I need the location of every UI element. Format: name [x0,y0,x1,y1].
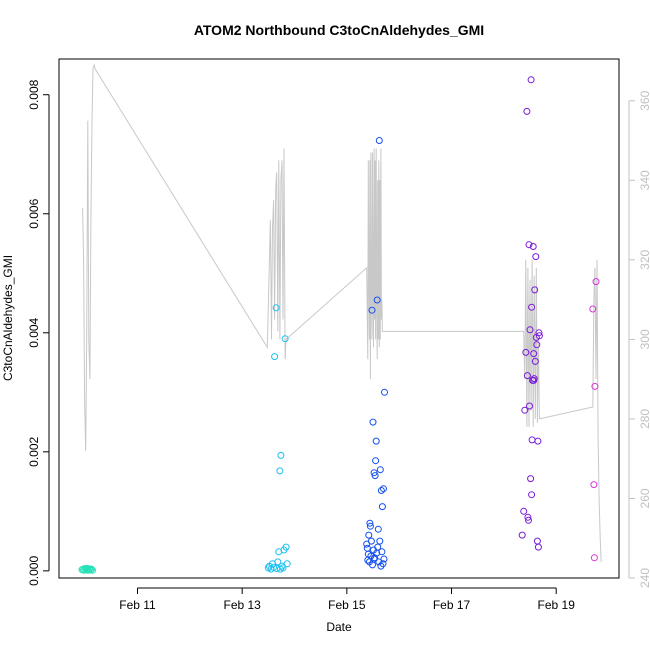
x-tick-label-4: Feb 19 [538,598,576,612]
data-point-s2-35 [370,469,378,477]
data-point-s2-15 [377,487,385,494]
y-tick-label-4: 0.008 [27,79,41,109]
y2-tick-label-0: 240 [638,568,650,588]
data-point-s1-17 [273,565,281,572]
axes-layer: Feb 11 Feb 13 Feb 15 Feb 17 Feb 19 0.000 0.002… [27,58,650,612]
data-point-s3-29 [526,402,533,410]
data-point-s2-33 [363,544,371,552]
data-point-s3-19 [532,253,540,261]
data-point-s2-9 [372,457,380,465]
data-point-s1-6 [272,304,280,312]
data-point-s2-6 [369,418,377,426]
data-point-s3-5 [523,372,531,380]
data-point-s2-11 [373,296,381,304]
data-point-s2-24 [374,543,382,551]
data-point-s2-31 [369,561,376,569]
x-tick-label-1: Feb 13 [223,598,261,612]
data-point-s1-7 [274,558,282,566]
data-point-s1-14 [281,335,289,343]
data-point-s3-6 [524,513,532,521]
y2-tick-label-3: 300 [638,329,650,349]
data-point-s3-8 [525,241,533,249]
chart-title: ATOM2 Northbound C3toCnAldehydes_GMI [194,22,484,38]
data-point-s3-23 [534,437,542,445]
data-point-s1-5 [271,353,279,361]
data-point-s3-28 [528,491,536,499]
x-tick-label-0: Feb 11 [119,598,156,612]
data-point-s4-4 [590,554,598,562]
data-point-s2-5 [368,306,376,314]
data-point-s2-28 [378,548,386,556]
data-point-s3-27 [527,475,535,483]
data-point-s2-25 [375,558,383,566]
x-tick-label-3: Feb 17 [433,598,471,612]
data-point-s4-3 [592,278,600,286]
y-tick-label-1: 0.002 [27,436,41,466]
data-point-s1-10 [277,451,285,459]
data-point-s2-16 [378,503,386,511]
data-point-s3-21 [533,341,541,349]
altitude-line [82,63,602,563]
y2-tick-label-1: 260 [638,488,650,508]
data-point-s3-25 [535,329,543,337]
x-tick-label-2: Feb 15 [328,598,366,612]
plot-frame [58,58,620,579]
data-point-s0-11 [84,565,92,572]
data-point-s3-0 [518,531,526,539]
data-point-s2-2 [365,531,373,539]
data-point-s2-13 [375,137,383,144]
data-point-s2-19 [366,522,374,530]
data-point-s3-14 [529,243,537,250]
data-point-s2-17 [380,485,387,493]
data-point-s3-9 [526,326,534,334]
data-point-s4-0 [589,305,597,313]
data-point-s3-11 [528,303,536,311]
data-point-s1-16 [283,560,291,568]
data-point-s3-30 [530,376,538,384]
data-point-s3-2 [521,406,529,414]
data-point-s3-18 [531,357,539,365]
data-point-s2-34 [380,555,388,563]
data-point-s2-3 [366,519,374,527]
data-point-s2-20 [367,537,375,545]
data-point-s2-10 [372,437,380,445]
data-point-s1-15 [282,543,290,551]
data-point-s1-9 [276,467,284,475]
y-axis-label: C3toCnAldehydes_GMI [1,255,15,381]
data-point-s1-4 [270,563,278,571]
data-point-s2-12 [374,525,382,533]
data-point-s2-8 [371,472,379,480]
data-point-s3-24 [534,543,542,551]
data-point-s0-10 [89,566,96,574]
data-point-s2-29 [379,560,387,568]
data-point-s2-18 [381,388,388,396]
data-point-s3-15 [530,350,538,358]
altitude-line-layer [82,63,602,563]
data-point-s4-1 [590,481,598,489]
y-tick-label-2: 0.004 [27,317,41,347]
data-point-s3-3 [522,348,530,356]
x-axis-label: Date [326,620,352,634]
data-point-s3-10 [527,76,535,84]
y-tick-label-3: 0.006 [27,198,41,228]
data-point-s0-9 [87,565,95,573]
y2-tick-label-4: 320 [638,250,650,270]
y2-tick-label-5: 340 [638,170,650,190]
data-point-s4-2 [591,382,599,390]
data-point-s3-26 [535,332,543,340]
data-point-s3-17 [531,286,539,294]
data-point-s2-26 [376,537,384,545]
data-point-s3-4 [523,107,531,115]
scatter-points-layer [78,76,600,574]
data-point-s2-14 [376,466,384,474]
y2-tick-label-2: 280 [638,409,650,429]
y2-tick-label-6: 360 [638,90,650,110]
data-point-s3-1 [520,507,528,515]
data-point-s3-7 [525,516,532,524]
data-point-s1-18 [276,565,284,573]
y-tick-label-0: 0.000 [27,556,41,586]
